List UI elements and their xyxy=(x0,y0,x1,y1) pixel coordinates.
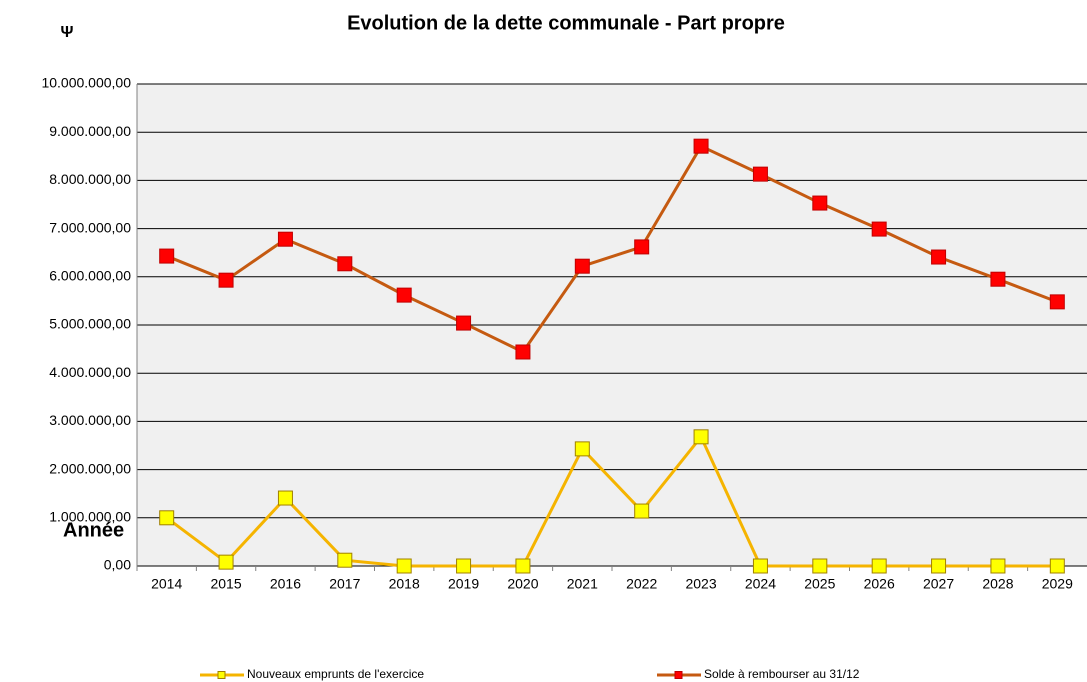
data-point xyxy=(456,558,472,574)
data-point xyxy=(634,503,650,519)
data-point xyxy=(931,249,947,265)
x-tick-label: 2018 xyxy=(389,576,420,592)
x-tick-label: 2025 xyxy=(804,576,835,592)
x-tick-label: 2016 xyxy=(270,576,301,592)
x-tick-label: 2021 xyxy=(567,576,598,592)
y-unit: Ψ xyxy=(61,24,74,41)
legend-label: Nouveaux emprunts de l'exercice xyxy=(247,667,424,681)
data-point xyxy=(218,272,234,288)
chart-title: Evolution de la dette communale - Part p… xyxy=(347,12,785,34)
data-point xyxy=(159,248,175,264)
y-tick-label: 8.000.000,00 xyxy=(49,171,131,187)
y-tick-label: 2.000.000,00 xyxy=(49,460,131,476)
data-point xyxy=(277,231,293,247)
data-point xyxy=(871,558,887,574)
legend-label: Solde à rembourser au 31/12 xyxy=(704,667,860,681)
x-tick-label: 2020 xyxy=(507,576,538,592)
data-point xyxy=(990,558,1006,574)
y-tick-label: 3.000.000,00 xyxy=(49,412,131,428)
data-point xyxy=(337,256,353,272)
data-point xyxy=(396,558,412,574)
x-tick-label: 2022 xyxy=(626,576,657,592)
x-axis-label: Année xyxy=(63,519,124,541)
data-point xyxy=(456,315,472,331)
x-tick-label: 2024 xyxy=(745,576,776,592)
data-point xyxy=(693,138,709,154)
series-line xyxy=(165,433,1058,568)
y-tick-label: 7.000.000,00 xyxy=(49,219,131,235)
data-point xyxy=(159,510,175,526)
data-point xyxy=(812,195,828,211)
x-tick-label: 2026 xyxy=(864,576,895,592)
y-tick-label: 4.000.000,00 xyxy=(49,364,131,380)
data-point xyxy=(931,558,947,574)
x-tick-label: 2029 xyxy=(1042,576,1073,592)
data-point xyxy=(337,552,353,568)
data-point xyxy=(515,344,531,360)
x-tick-label: 2028 xyxy=(982,576,1013,592)
legend-marker xyxy=(674,671,683,679)
data-point xyxy=(1049,558,1065,574)
y-tick-label: 10.000.000,00 xyxy=(41,75,131,91)
data-point xyxy=(515,558,531,574)
x-tick-label: 2017 xyxy=(329,576,360,592)
data-point xyxy=(990,271,1006,287)
y-tick-label: 5.000.000,00 xyxy=(49,316,131,332)
data-point xyxy=(277,490,293,506)
data-point xyxy=(693,429,709,445)
y-tick-label: 9.000.000,00 xyxy=(49,123,131,139)
x-tick-label: 2019 xyxy=(448,576,479,592)
x-tick-label: 2027 xyxy=(923,576,954,592)
y-tick-label: 1.000.000,00 xyxy=(49,509,131,525)
x-tick-label: 2015 xyxy=(210,576,241,592)
data-point xyxy=(752,166,768,182)
y-tick-label: 6.000.000,00 xyxy=(49,268,131,284)
x-tick-label: 2023 xyxy=(685,576,716,592)
data-point xyxy=(574,258,590,274)
y-tick-label: 0,00 xyxy=(104,557,131,573)
data-point xyxy=(218,554,234,570)
data-point xyxy=(871,221,887,237)
x-tick-label: 2014 xyxy=(151,576,182,592)
data-point xyxy=(812,558,828,574)
data-point xyxy=(1049,294,1065,310)
series-line xyxy=(166,144,1058,354)
legend-marker xyxy=(217,671,226,679)
data-point xyxy=(634,239,650,255)
data-point xyxy=(396,287,412,303)
data-point xyxy=(574,441,590,457)
data-point xyxy=(752,558,768,574)
